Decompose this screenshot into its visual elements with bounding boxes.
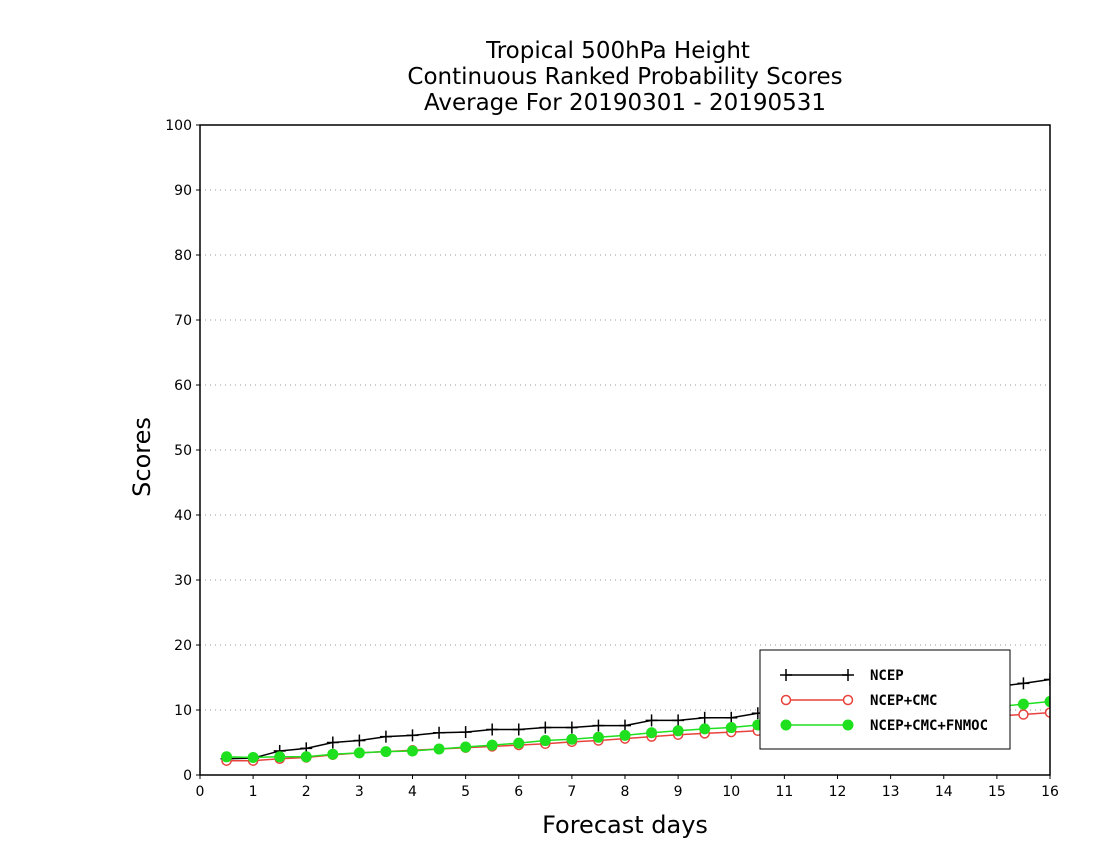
data-point: [1044, 707, 1050, 718]
data-point: [565, 721, 578, 734]
data-point: [486, 723, 499, 736]
x-tick-label: 9: [674, 784, 683, 800]
x-axis-title: Forecast days: [542, 811, 708, 839]
data-point: [221, 751, 233, 763]
data-point: [379, 730, 392, 743]
data-point: [592, 731, 604, 743]
x-tick-label: 1: [249, 784, 258, 800]
data-point: [1018, 709, 1029, 720]
data-point: [300, 751, 312, 763]
data-point: [460, 741, 472, 753]
data-point: [512, 723, 525, 736]
data-point: [486, 739, 498, 751]
data-point: [380, 746, 392, 758]
legend: NCEP NCEP+CMC NCEP+CMC+FNMOC: [759, 649, 1011, 750]
y-tick-label: 0: [183, 768, 192, 784]
data-point: [725, 711, 738, 724]
data-point: [699, 723, 711, 735]
legend-marker: [842, 669, 854, 681]
y-tick-label: 50: [174, 443, 192, 459]
data-point: [725, 722, 737, 734]
title-line-1: Tropical 500hPa Height: [485, 38, 750, 64]
x-tick-label: 16: [1041, 784, 1059, 800]
legend-item: NCEP+CMC: [780, 693, 937, 709]
data-point: [326, 736, 339, 749]
y-tick-label: 80: [174, 248, 192, 264]
data-point: [274, 751, 286, 763]
data-point: [1017, 677, 1030, 690]
y-tick-label: 60: [174, 378, 192, 394]
y-tick-label: 20: [174, 638, 192, 654]
x-tick-label: 13: [882, 784, 900, 800]
data-point: [646, 727, 658, 739]
data-point: [433, 743, 445, 755]
legend-marker: [842, 694, 854, 706]
data-point: [566, 733, 578, 745]
data-point: [1044, 673, 1050, 686]
data-point: [698, 711, 711, 724]
data-point: [672, 725, 684, 737]
y-tick-label: 70: [174, 313, 192, 329]
x-tick-label: 0: [196, 784, 205, 800]
data-point: [513, 737, 525, 749]
y-axis-title: Scores: [128, 417, 156, 497]
x-tick-label: 11: [775, 784, 793, 800]
y-tick-label: 40: [174, 508, 192, 524]
x-tick-label: 14: [935, 784, 953, 800]
data-point: [539, 721, 552, 734]
legend-marker: [780, 719, 792, 731]
legend-marker: [780, 669, 792, 681]
data-point: [619, 729, 631, 741]
data-point: [327, 748, 339, 760]
data-point: [672, 714, 685, 727]
legend-item: NCEP+CMC+FNMOC: [780, 718, 988, 734]
x-tick-label: 5: [461, 784, 470, 800]
x-tick-label: 4: [408, 784, 417, 800]
x-tick-label: 15: [988, 784, 1006, 800]
legend-marker: [780, 694, 792, 706]
data-point: [433, 726, 446, 739]
data-point: [353, 747, 365, 759]
data-point: [1017, 698, 1029, 710]
y-tick-label: 90: [174, 183, 192, 199]
data-point: [619, 719, 631, 732]
x-tick-label: 3: [355, 784, 364, 800]
y-tick-label: 100: [165, 118, 192, 134]
y-tick-label: 10: [174, 703, 192, 719]
data-point: [353, 734, 366, 747]
data-point: [459, 726, 472, 739]
title-line-3: Average For 20190301 - 20190531: [424, 90, 826, 116]
x-tick-label: 8: [621, 784, 630, 800]
data-point: [539, 735, 551, 747]
data-point: [592, 719, 605, 732]
x-tick-label: 7: [567, 784, 576, 800]
data-point: [645, 714, 658, 727]
data-point: [407, 745, 418, 757]
x-tick-label: 6: [514, 784, 523, 800]
legend-label: NCEP+CMC+FNMOC: [870, 718, 988, 734]
legend-item: NCEP: [780, 668, 904, 684]
chart-title: Tropical 500hPa Height Continuous Ranked…: [407, 38, 842, 116]
x-tick-label: 2: [302, 784, 311, 800]
data-point: [247, 751, 259, 763]
x-tick-label: 12: [829, 784, 847, 800]
y-tick-label: 30: [174, 573, 192, 589]
legend-label: NCEP: [870, 668, 904, 684]
x-tick-label: 10: [722, 784, 740, 800]
grid: [200, 189, 1050, 711]
legend-label: NCEP+CMC: [870, 693, 937, 709]
data-point: [406, 729, 419, 742]
title-line-2: Continuous Ranked Probability Scores: [407, 64, 842, 90]
data-point: [1044, 696, 1050, 708]
legend-marker: [842, 719, 854, 731]
